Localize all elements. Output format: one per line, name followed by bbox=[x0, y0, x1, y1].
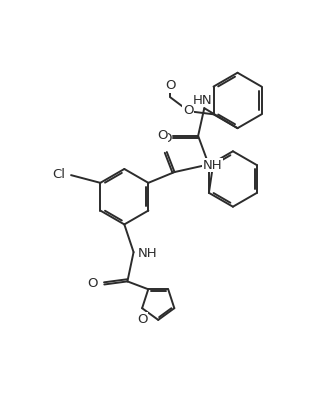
Text: O: O bbox=[183, 104, 193, 117]
Text: O: O bbox=[87, 277, 97, 290]
Text: O: O bbox=[157, 129, 167, 142]
Text: O: O bbox=[165, 79, 176, 92]
Text: HN: HN bbox=[193, 94, 213, 107]
Text: NH: NH bbox=[138, 247, 158, 260]
Text: Cl: Cl bbox=[52, 168, 65, 181]
Text: O: O bbox=[137, 313, 147, 326]
Text: NH: NH bbox=[203, 159, 223, 172]
Text: O: O bbox=[161, 132, 171, 145]
